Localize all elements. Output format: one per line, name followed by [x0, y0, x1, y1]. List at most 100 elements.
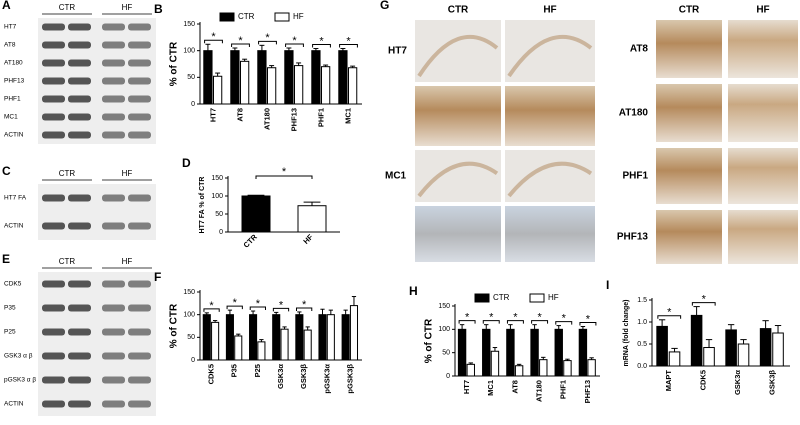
panel-label: I — [606, 278, 609, 292]
x-tick-label: CDK5 — [207, 364, 216, 384]
bar — [203, 50, 213, 105]
blot-row-label: AT8 — [4, 42, 16, 49]
blot-band — [102, 113, 125, 121]
bar — [656, 325, 668, 367]
significance-label: * — [292, 35, 297, 47]
y-tick-label: 0 — [446, 373, 450, 380]
panel-label: D — [182, 156, 191, 170]
y-axis-label: HT7 FA % of CTR — [199, 177, 206, 234]
micrograph — [505, 86, 595, 146]
blot-row-label: HT7 FA — [4, 195, 27, 202]
bar — [326, 314, 335, 361]
significance-bracket — [691, 302, 716, 306]
blot-band — [42, 131, 65, 139]
blot-band — [128, 222, 151, 230]
legend-swatch — [219, 12, 235, 22]
blot-membrane — [38, 184, 156, 240]
blot-band — [42, 304, 65, 312]
bar — [530, 328, 539, 377]
bar — [578, 328, 588, 377]
micrograph — [656, 84, 722, 142]
blot-band — [68, 304, 91, 312]
x-tick-label: HF — [301, 232, 315, 246]
y-tick-label: 0 — [191, 357, 195, 364]
blot-row-label: ACTIN — [4, 401, 24, 408]
significance-bracket — [272, 307, 290, 312]
blot-band — [102, 222, 125, 230]
blot-row-label: P35 — [4, 305, 16, 312]
micrograph — [505, 150, 595, 202]
blot-band — [42, 400, 65, 408]
blot-membrane — [38, 272, 156, 416]
significance-bracket — [255, 175, 313, 179]
blot-band — [128, 131, 151, 139]
blot-band — [128, 280, 151, 288]
panel-label: F — [154, 270, 161, 284]
blot-band — [128, 113, 151, 121]
blot-band — [42, 376, 65, 384]
blot-band — [42, 95, 65, 103]
blot-band — [68, 23, 91, 31]
bar — [267, 67, 277, 105]
blot-band — [42, 23, 65, 31]
x-tick-label: GSK3β — [299, 364, 308, 389]
x-tick-label: P35 — [230, 364, 239, 377]
blot-band — [68, 328, 91, 336]
blot-row-label: ACTIN — [4, 132, 24, 139]
row-label: PHF13 — [617, 232, 649, 243]
y-tick-label: 0 — [191, 101, 195, 108]
blot-row-label: pGSK3 α β — [4, 377, 36, 384]
y-tick-label: 50 — [187, 74, 195, 81]
panel-label: A — [2, 0, 11, 12]
blot-band — [68, 59, 91, 67]
y-tick-label: 1.0 — [637, 319, 647, 326]
bar — [311, 50, 321, 105]
blot-band — [102, 59, 125, 67]
x-tick-label: HT7 — [462, 380, 471, 394]
bar — [514, 365, 524, 377]
micrograph — [728, 210, 798, 264]
bar — [725, 329, 737, 367]
bar — [587, 359, 596, 377]
bar — [349, 305, 359, 361]
significance-label: * — [489, 312, 494, 324]
y-axis-label: mRNA (fold change) — [623, 299, 630, 366]
blot-band — [102, 95, 125, 103]
blot-band — [128, 23, 151, 31]
group-label: CTR — [59, 3, 76, 12]
bar — [703, 347, 715, 367]
blot-band — [42, 113, 65, 121]
blot-band — [42, 59, 65, 67]
x-tick-label: AT180 — [262, 108, 271, 130]
blot-band — [128, 59, 151, 67]
blot-band — [102, 41, 125, 49]
significance-bracket — [312, 44, 331, 48]
significance-label: * — [667, 307, 672, 319]
bar — [303, 329, 312, 361]
bar — [249, 314, 258, 361]
bar — [348, 67, 358, 105]
blot-band — [102, 352, 125, 360]
bar — [341, 314, 350, 361]
y-tick-label: 0.0 — [637, 363, 647, 370]
significance-label: * — [465, 312, 470, 324]
blot-band — [42, 280, 65, 288]
blot-band — [42, 194, 65, 202]
x-tick-label: AT8 — [510, 380, 519, 394]
significance-bracket — [296, 307, 313, 311]
blot-band — [68, 222, 91, 230]
panel-label: C — [2, 164, 11, 178]
blot-band — [68, 41, 91, 49]
panel-label: B — [154, 2, 163, 16]
legend-swatch — [529, 293, 545, 303]
significance-label: * — [562, 313, 567, 325]
x-tick-label: AT180 — [535, 380, 544, 402]
y-tick-label: 150 — [211, 175, 223, 182]
y-tick-label: 50 — [187, 334, 195, 341]
bar — [213, 75, 223, 105]
micrograph-detail — [417, 34, 499, 78]
micrograph — [656, 148, 722, 204]
bar — [241, 195, 271, 233]
x-tick-label: PHF13 — [583, 380, 592, 403]
